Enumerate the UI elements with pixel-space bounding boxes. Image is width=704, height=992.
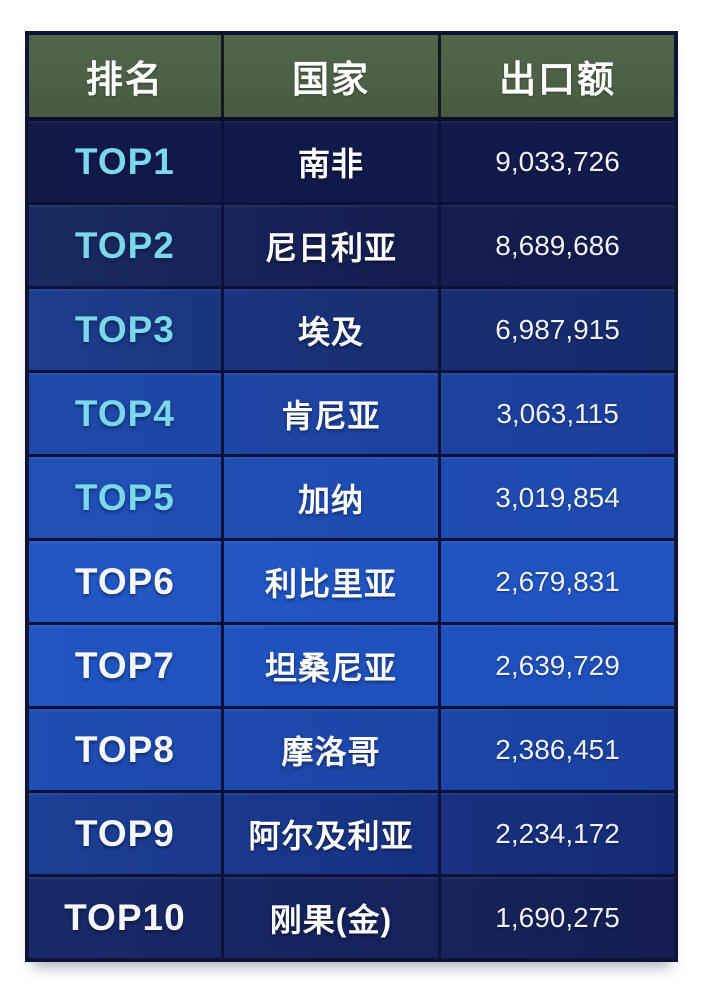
country-cell: 阿尔及利亚 bbox=[224, 793, 442, 874]
table-row: TOP10 刚果(金) 1,690,275 bbox=[29, 874, 674, 958]
value-cell: 1,690,275 bbox=[495, 901, 620, 933]
table-row: TOP7 坦桑尼亚 2,639,729 bbox=[29, 622, 674, 706]
rank-cell: TOP10 bbox=[29, 877, 224, 958]
country-cell: 坦桑尼亚 bbox=[224, 625, 442, 706]
value-cell: 2,639,729 bbox=[495, 649, 620, 681]
table-row: TOP4 肯尼亚 3,063,115 bbox=[29, 370, 674, 454]
value-cell: 8,689,686 bbox=[495, 229, 620, 261]
rank-cell: TOP3 bbox=[29, 289, 224, 370]
rank-cell: TOP9 bbox=[29, 793, 224, 874]
country-cell: 肯尼亚 bbox=[224, 373, 442, 454]
table-row: TOP3 埃及 6,987,915 bbox=[29, 286, 674, 370]
country-cell: 加纳 bbox=[224, 457, 442, 538]
country-cell: 南非 bbox=[224, 121, 442, 202]
table-row: TOP2 尼日利亚 8,689,686 bbox=[29, 202, 674, 286]
export-ranking-table: 排名 国家 出口额 TOP1 南非 9,033,726 TOP2 尼日利亚 8,… bbox=[25, 31, 678, 962]
value-cell: 2,234,172 bbox=[495, 817, 620, 849]
country-cell: 刚果(金) bbox=[224, 877, 442, 958]
rank-cell: TOP2 bbox=[29, 205, 224, 286]
value-cell: 9,033,726 bbox=[495, 145, 620, 177]
value-cell: 6,987,915 bbox=[495, 313, 620, 345]
rank-cell: TOP1 bbox=[29, 121, 224, 202]
value-cell: 2,386,451 bbox=[495, 733, 620, 765]
rank-cell: TOP4 bbox=[29, 373, 224, 454]
table-row: TOP8 摩洛哥 2,386,451 bbox=[29, 706, 674, 790]
header-country: 国家 bbox=[224, 35, 442, 117]
table-header-row: 排名 国家 出口额 bbox=[29, 35, 674, 121]
value-cell: 3,063,115 bbox=[496, 397, 619, 429]
table-body: TOP1 南非 9,033,726 TOP2 尼日利亚 8,689,686 TO… bbox=[29, 121, 674, 958]
header-export-value: 出口额 bbox=[499, 59, 617, 100]
rank-cell: TOP6 bbox=[29, 541, 224, 622]
country-cell: 利比里亚 bbox=[224, 541, 442, 622]
table-row: TOP5 加纳 3,019,854 bbox=[29, 454, 674, 538]
table-row: TOP9 阿尔及利亚 2,234,172 bbox=[29, 790, 674, 874]
rank-cell: TOP5 bbox=[29, 457, 224, 538]
country-cell: 埃及 bbox=[224, 289, 442, 370]
table-row: TOP1 南非 9,033,726 bbox=[29, 121, 674, 202]
value-cell: 3,019,854 bbox=[495, 481, 620, 513]
header-rank: 排名 bbox=[29, 35, 224, 117]
value-cell: 2,679,831 bbox=[495, 565, 620, 597]
country-cell: 尼日利亚 bbox=[224, 205, 442, 286]
table-row: TOP6 利比里亚 2,679,831 bbox=[29, 538, 674, 622]
country-cell: 摩洛哥 bbox=[224, 709, 442, 790]
rank-cell: TOP8 bbox=[29, 709, 224, 790]
rank-cell: TOP7 bbox=[29, 625, 224, 706]
